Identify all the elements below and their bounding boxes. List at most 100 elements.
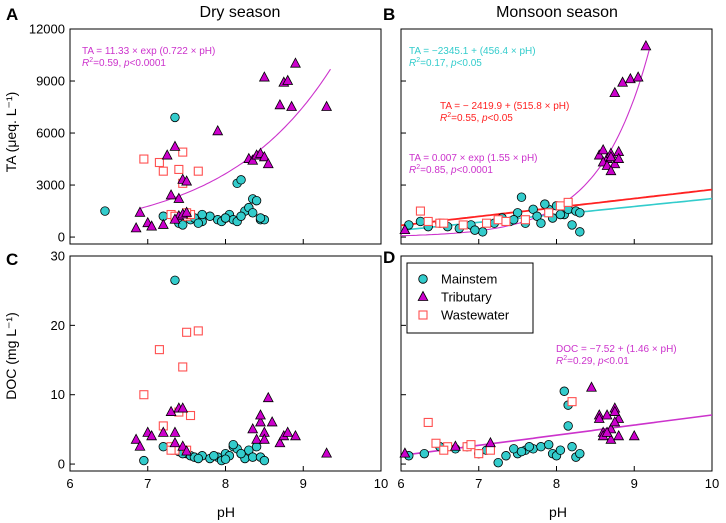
point-tributary xyxy=(605,150,617,162)
point-tributary xyxy=(177,440,189,451)
point-wastewater xyxy=(439,445,449,455)
point-wastewater xyxy=(178,362,188,372)
panel-b-fit-equation: TA = −2345.1 + (456.4 × pH) xyxy=(409,46,536,57)
fit-r-symbol: R xyxy=(440,113,447,124)
point-mainstem xyxy=(209,451,219,461)
panel-c-xtick-label: 9 xyxy=(300,476,307,491)
point-wastewater xyxy=(154,345,164,355)
fit-r-value: =0.29, xyxy=(567,356,598,367)
point-tributary xyxy=(484,436,496,448)
point-wastewater xyxy=(415,206,425,216)
point-wastewater xyxy=(174,164,184,174)
fit-r-value: =0.55, xyxy=(451,113,482,124)
fit-p-symbol: p xyxy=(450,58,457,69)
point-mainstem xyxy=(197,209,207,220)
panel-d-xtick-label: 6 xyxy=(397,476,404,491)
point-wastewater xyxy=(493,215,503,225)
fit-p-symbol: p xyxy=(597,356,604,367)
panel-d: 6 7 8 9 10 DOC = −7.52 + (1.46 × pH)R2=0.29, … xyxy=(397,255,719,491)
panel-a-title: Dry season xyxy=(200,4,281,21)
point-wastewater xyxy=(563,197,573,207)
panel-b-series-wastewater xyxy=(415,197,573,230)
point-mainstem xyxy=(575,208,585,218)
point-wastewater xyxy=(166,445,176,455)
point-tributary xyxy=(258,150,270,162)
point-wastewater xyxy=(439,218,449,228)
point-tributary xyxy=(247,154,259,165)
point-tributary xyxy=(617,76,629,87)
point-tributary xyxy=(321,100,333,111)
point-wastewater xyxy=(139,154,149,164)
point-wastewater xyxy=(193,326,203,336)
panel-c-series-wastewater xyxy=(139,326,203,455)
point-mainstem xyxy=(575,227,585,237)
point-mainstem xyxy=(255,213,266,223)
panel-letter-b: B xyxy=(383,5,395,24)
point-tributary xyxy=(605,164,617,176)
legend-label-mainstem: Mainstem xyxy=(441,272,497,287)
point-mainstem xyxy=(536,442,546,452)
point-wastewater xyxy=(501,216,511,227)
point-tributary xyxy=(181,445,193,456)
point-tributary xyxy=(605,433,617,444)
point-mainstem xyxy=(563,421,573,431)
fit-p-value: <0.05 xyxy=(457,58,483,69)
point-tributary xyxy=(274,98,286,110)
point-wastewater xyxy=(193,166,203,176)
point-tributary xyxy=(130,433,142,444)
legend-box xyxy=(406,262,534,334)
point-tributary xyxy=(255,409,266,420)
point-tributary xyxy=(146,429,158,441)
panel-c-xtick-label: 7 xyxy=(144,476,151,491)
x-axis-label-d: pH xyxy=(549,504,567,520)
panel-d-xtick-label: 9 xyxy=(631,476,638,491)
point-mainstem xyxy=(509,215,519,225)
point-tributary xyxy=(593,149,605,160)
point-wastewater xyxy=(423,216,433,227)
point-wastewater xyxy=(154,157,164,168)
point-mainstem xyxy=(251,442,262,452)
point-tributary xyxy=(157,426,169,437)
panel-b-fit-stats: R2=0.17, p<0.05 xyxy=(409,57,482,69)
point-tributary xyxy=(613,429,625,441)
point-mainstem xyxy=(220,213,231,223)
point-mainstem xyxy=(524,442,534,452)
point-mainstem xyxy=(170,112,180,123)
panel-c-xtick-label: 10 xyxy=(374,476,388,491)
fit-p-value: <0.01 xyxy=(604,356,630,367)
point-tributary xyxy=(262,157,274,169)
panel-d-fit-stats: R2=0.29, p<0.01 xyxy=(556,355,629,367)
point-tributary xyxy=(247,423,259,434)
legend-label-wastewater: Wastewater xyxy=(441,308,510,323)
panel-c-ytick-label: 20 xyxy=(51,318,65,333)
point-mainstem xyxy=(516,446,527,457)
fit-p-symbol: p xyxy=(450,165,457,176)
fit-r-superscript: 2 xyxy=(416,57,420,64)
point-tributary xyxy=(601,409,613,420)
x-axis-label-c: pH xyxy=(217,504,235,520)
point-mainstem xyxy=(100,206,110,216)
point-mainstem xyxy=(544,439,554,450)
panel-d-xtick-label: 7 xyxy=(475,476,482,491)
point-mainstem xyxy=(236,175,246,185)
point-tributary xyxy=(181,175,193,186)
point-wastewater xyxy=(458,220,468,230)
point-mainstem xyxy=(158,442,169,452)
point-tributary xyxy=(266,416,278,427)
panel-a-ytick-label: 0 xyxy=(58,230,65,245)
point-tributary xyxy=(290,429,301,441)
point-mainstem xyxy=(139,455,149,466)
point-mainstem xyxy=(419,448,430,459)
point-tributary xyxy=(593,412,605,423)
panel-c-frame xyxy=(69,255,382,472)
point-wastewater xyxy=(555,201,565,211)
point-tributary xyxy=(640,39,652,51)
panel-b-fit-stats: R2=0.55, p<0.05 xyxy=(440,112,513,124)
panel-d-xtick-label: 10 xyxy=(705,476,719,491)
panel-b-fit-equation: TA = 0.007 × exp (1.55 × pH) xyxy=(409,153,538,164)
point-tributary xyxy=(597,144,609,155)
fit-r-value: =0.85, xyxy=(420,165,451,176)
point-wastewater xyxy=(481,218,492,228)
point-tributary xyxy=(169,436,181,448)
point-tributary xyxy=(169,213,181,224)
